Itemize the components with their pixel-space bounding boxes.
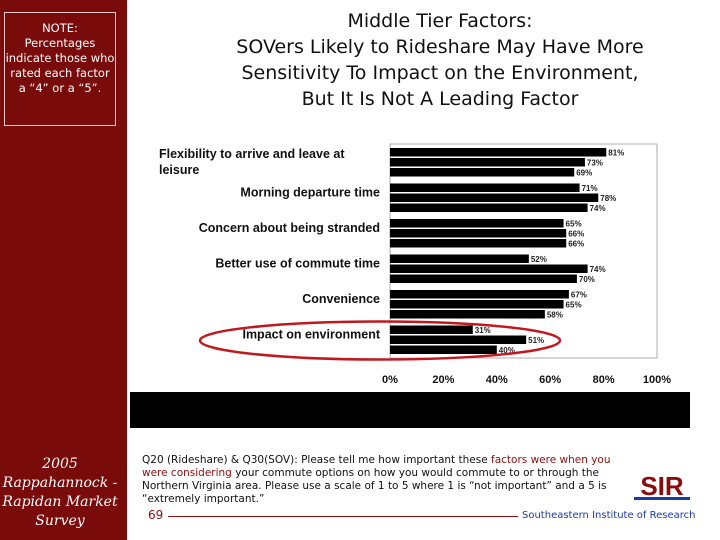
bar [390, 203, 588, 212]
bar [390, 254, 529, 263]
data-label: 74% [590, 204, 606, 213]
sir-logo-text: SIR [640, 471, 684, 501]
bar [390, 310, 545, 319]
data-label: 52% [531, 255, 547, 264]
plot-area [389, 143, 658, 359]
x-tick-label: 0% [382, 374, 398, 386]
bar [390, 300, 564, 309]
x-tick-label: 60% [539, 374, 561, 386]
bar [390, 335, 527, 344]
data-label: 65% [566, 301, 582, 310]
highlight-ellipse [198, 320, 562, 361]
data-label: 73% [587, 159, 603, 168]
category-label: Impact on environment [242, 328, 380, 342]
bar-chart: Flexibility to arrive and leave at leisur… [130, 140, 690, 390]
x-tick-label: 80% [593, 374, 615, 386]
bar [390, 183, 580, 192]
data-label: 58% [547, 311, 563, 320]
bar [390, 158, 585, 167]
title-line-1: Middle Tier Factors: [347, 10, 533, 32]
data-label: 31% [475, 326, 491, 335]
page-number: 69 [148, 508, 164, 522]
question-highlight: factors were when you were considering [142, 454, 611, 479]
bar [390, 239, 567, 248]
category-label: Morning departure time [240, 186, 380, 200]
question-text-1: Q20 (Rideshare) & Q30(SOV): Please tell … [142, 454, 491, 466]
page-title: Middle Tier Factors: SOVers Likely to Ri… [190, 8, 690, 112]
bar [390, 168, 575, 177]
category-label: Concern about being stranded [199, 221, 380, 235]
bar [390, 274, 577, 283]
bar [390, 264, 588, 273]
category-label: Flexibility to arrive and leave at leisur… [159, 147, 345, 177]
data-label: 74% [590, 265, 606, 274]
x-tick-label: 20% [432, 374, 454, 386]
footer-divider [168, 516, 518, 517]
logo-underline [634, 497, 690, 500]
data-label: 69% [576, 169, 592, 178]
question-text-2: your commute options on how you would co… [142, 467, 607, 505]
sir-logo-icon: SIR [634, 471, 690, 501]
data-label: 70% [579, 275, 595, 284]
bar [390, 345, 497, 354]
data-label: 78% [600, 194, 616, 203]
data-label: 66% [568, 240, 584, 249]
data-label: 65% [566, 220, 582, 229]
bar [390, 325, 473, 334]
survey-question: Q20 (Rideshare) & Q30(SOV): Please tell … [142, 454, 627, 506]
bar [390, 219, 564, 228]
data-label: 40% [499, 346, 515, 355]
sidebar: NOTE: Percentages indicate those who rat… [0, 0, 127, 540]
title-line-3: Sensitivity To Impact on the Environment… [241, 62, 639, 84]
bar [390, 290, 569, 299]
category-label: Convenience [302, 292, 380, 306]
survey-label: 2005 Rappahannock - Rapidan Market Surve… [2, 456, 118, 529]
bar [390, 148, 607, 157]
data-label: 51% [528, 336, 544, 345]
bar [390, 229, 567, 238]
note-box: NOTE: Percentages indicate those who rat… [4, 12, 116, 126]
bar [390, 193, 599, 202]
x-tick-label: 100% [643, 374, 671, 386]
category-label: Better use of commute time [215, 257, 380, 271]
data-label: 67% [571, 291, 587, 300]
bar-chart-svg: Flexibility to arrive and leave at leisur… [159, 143, 671, 386]
title-line-2: SOVers Likely to Rideshare May Have More [236, 36, 644, 58]
institute-name: Southeastern Institute of Research [522, 510, 696, 521]
footer-band [130, 392, 690, 428]
data-label: 71% [582, 184, 598, 193]
title-line-4: But It Is Not A Leading Factor [301, 88, 579, 110]
data-label: 81% [608, 149, 624, 158]
x-tick-label: 40% [486, 374, 508, 386]
data-label: 66% [568, 230, 584, 239]
